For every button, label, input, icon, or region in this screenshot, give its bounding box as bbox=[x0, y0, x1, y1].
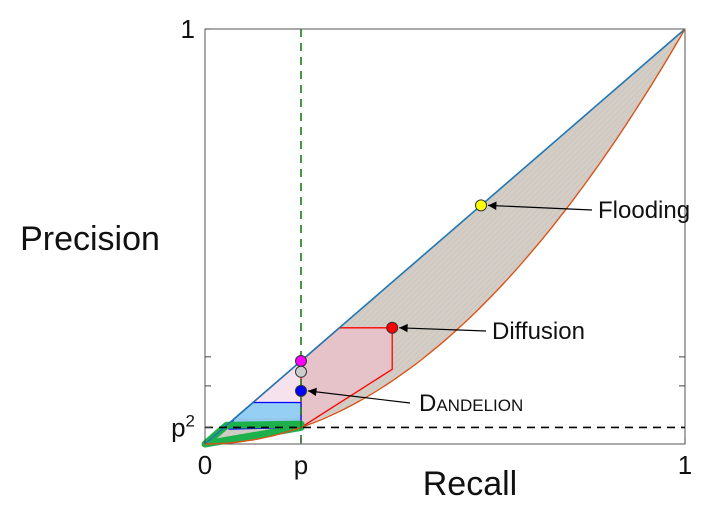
point-flooding bbox=[475, 199, 487, 212]
point-diffusion bbox=[386, 321, 399, 334]
x-axis-label: Recall bbox=[423, 465, 517, 503]
point-gray bbox=[295, 365, 307, 378]
arrow-dandelion bbox=[307, 387, 411, 404]
x-tick-label: 1 bbox=[678, 450, 692, 480]
annotation-diffusion: Diffusion bbox=[492, 318, 585, 345]
y-tick-label: p2 bbox=[171, 411, 195, 442]
plot-frame bbox=[204, 28, 686, 445]
x-tick-label: p bbox=[294, 450, 308, 480]
x-tick-label: 0 bbox=[198, 450, 212, 480]
y-tick-label: 1 bbox=[181, 14, 195, 44]
lower-bound-curve bbox=[205, 28, 686, 445]
annotation-flooding: Flooding bbox=[598, 197, 690, 224]
y-axis-label: Precision bbox=[20, 220, 160, 258]
upper-bound-line bbox=[204, 28, 686, 445]
arrow-diffusion bbox=[399, 323, 487, 333]
annotation-dandelion: DANDELION bbox=[419, 390, 523, 417]
point-magenta bbox=[295, 355, 307, 367]
arrow-flooding bbox=[487, 201, 593, 211]
point-dandelion bbox=[295, 384, 307, 397]
